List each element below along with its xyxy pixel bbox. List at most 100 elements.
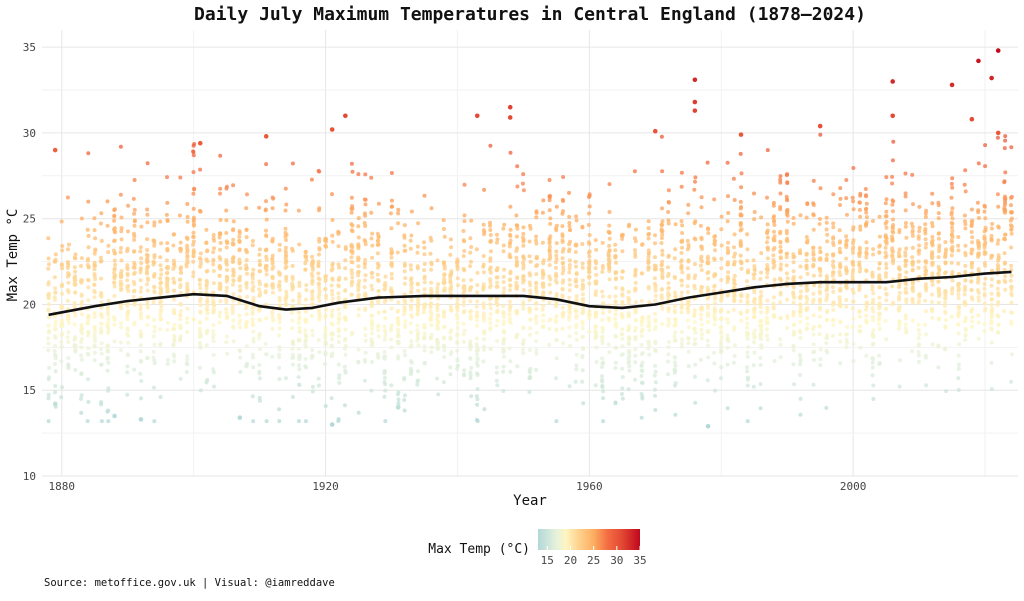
data-point: [891, 217, 895, 222]
data-point: [356, 285, 361, 290]
data-point: [204, 286, 209, 291]
data-point: [547, 194, 552, 199]
data-point: [838, 332, 843, 337]
data-point: [198, 278, 202, 282]
data-point: [86, 330, 91, 334]
data-point: [567, 317, 572, 322]
data-point: [772, 234, 777, 239]
data-point: [731, 307, 736, 312]
data-point: [131, 265, 136, 270]
data-point: [468, 373, 473, 378]
data-point: [409, 286, 414, 291]
data-point: [527, 239, 532, 244]
data-point: [765, 266, 770, 271]
data-point: [660, 267, 665, 272]
data-point: [66, 364, 71, 369]
data-point: [1003, 260, 1008, 265]
data-point: [422, 262, 427, 266]
data-point: [528, 326, 533, 331]
data-point: [771, 257, 776, 262]
data-point: [211, 310, 216, 315]
data-point: [225, 241, 230, 245]
data-point: [653, 319, 658, 324]
data-point: [765, 235, 770, 240]
data-point: [165, 286, 170, 291]
data-point: [165, 241, 170, 246]
data-point: [698, 288, 703, 293]
data-point: [495, 383, 500, 388]
data-point: [230, 303, 235, 308]
data-point: [626, 341, 631, 346]
data-point: [257, 205, 262, 210]
x-tick-label: 2000: [840, 480, 867, 493]
data-point: [943, 289, 948, 294]
data-point: [553, 278, 558, 283]
data-point: [534, 256, 539, 261]
data-point: [745, 301, 750, 306]
data-point: [693, 262, 697, 267]
data-point: [218, 153, 223, 158]
data-point: [850, 195, 855, 200]
data-point: [568, 239, 572, 244]
data-point: [86, 256, 91, 261]
data-point: [159, 303, 164, 308]
data-point: [303, 317, 308, 322]
data-point: [660, 259, 665, 264]
data-point: [185, 260, 190, 265]
data-point: [640, 360, 645, 365]
data-point: [218, 285, 223, 290]
data-point: [508, 232, 512, 237]
data-point: [46, 308, 51, 313]
data-point: [185, 254, 190, 259]
data-point: [924, 241, 929, 246]
data-point: [118, 192, 123, 197]
data-point: [877, 214, 882, 219]
data-point: [474, 247, 479, 252]
data-point: [679, 344, 684, 349]
data-point: [830, 273, 835, 278]
data-point: [679, 239, 684, 244]
data-point: [73, 274, 78, 279]
data-point: [804, 326, 809, 331]
data-point: [99, 362, 104, 367]
data-point: [283, 261, 288, 266]
data-point: [705, 343, 710, 348]
data-point: [408, 321, 413, 326]
data-point: [692, 313, 697, 318]
data-point: [415, 382, 420, 387]
data-point: [765, 263, 770, 267]
data-point: [613, 312, 618, 317]
data-point: [178, 334, 183, 339]
data-point: [244, 227, 249, 232]
data-point: [488, 327, 493, 332]
data-point: [877, 361, 882, 366]
data-point: [125, 392, 130, 397]
data-point: [159, 267, 164, 272]
data-point: [884, 306, 889, 311]
data-point: [798, 354, 802, 359]
data-point: [692, 308, 697, 313]
data-point: [600, 270, 605, 274]
data-point: [416, 343, 421, 348]
data-point: [996, 225, 1001, 230]
data-point: [264, 234, 269, 239]
data-point: [422, 240, 426, 245]
data-point: [455, 366, 460, 371]
data-point: [685, 290, 690, 295]
data-point: [112, 339, 117, 344]
data-point: [765, 327, 769, 332]
data-point: [151, 334, 156, 339]
data-point: [943, 293, 948, 297]
data-point: [877, 285, 882, 290]
data-point: [752, 315, 757, 320]
data-point: [396, 340, 401, 345]
data-point: [779, 278, 784, 283]
data-point: [349, 268, 354, 273]
data-point: [158, 395, 163, 399]
data-point: [283, 186, 288, 191]
data-point: [956, 261, 961, 266]
data-point: [171, 288, 176, 293]
data-point: [910, 268, 915, 273]
data-point: [791, 252, 796, 257]
notable-point: [197, 140, 203, 146]
